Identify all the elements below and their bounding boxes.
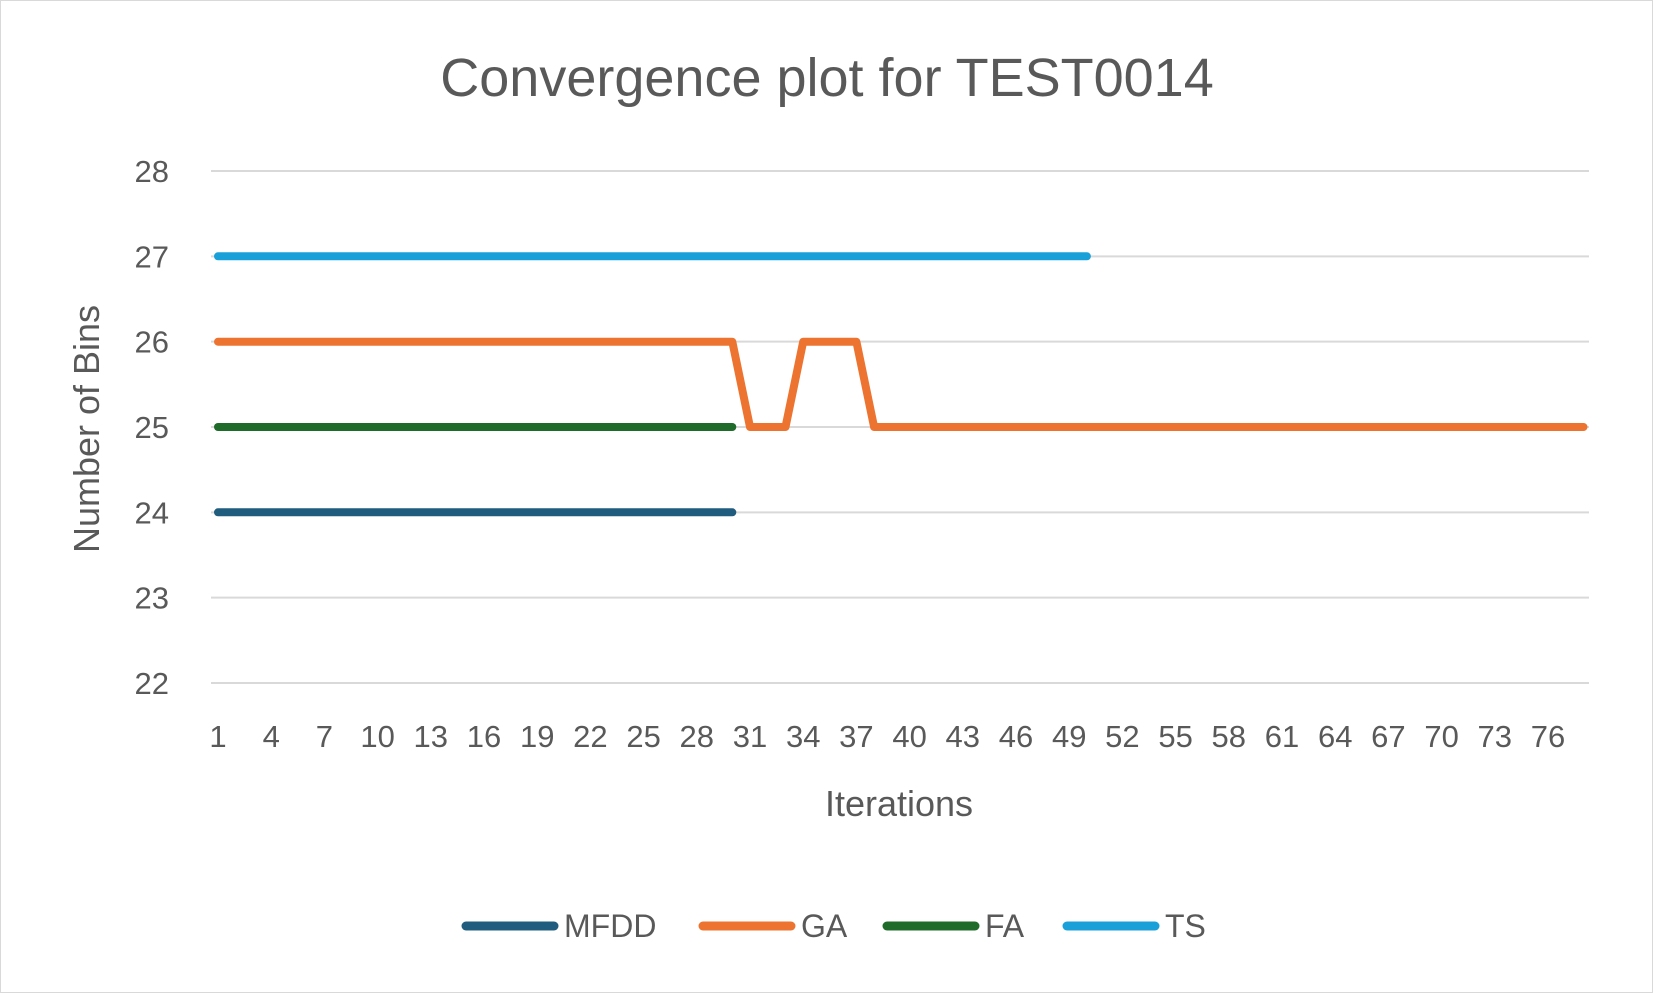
x-tick-label: 10 <box>360 719 394 754</box>
y-tick-labels: 22 23 24 25 26 27 28 <box>135 154 169 701</box>
x-tick-label: 37 <box>839 719 873 754</box>
x-tick-label: 46 <box>999 719 1033 754</box>
x-axis-label: Iterations <box>825 783 973 824</box>
x-tick-label: 19 <box>520 719 554 754</box>
x-tick-label: 28 <box>680 719 714 754</box>
x-tick-label: 64 <box>1318 719 1352 754</box>
legend: MFDD GA FA TS <box>461 908 1206 944</box>
y-tick-label: 24 <box>135 495 169 530</box>
x-tick-label: 55 <box>1158 719 1192 754</box>
legend-label-ga: GA <box>801 908 848 944</box>
y-tick-label: 26 <box>135 325 169 360</box>
y-tick-label: 27 <box>135 239 169 274</box>
series-lines <box>214 252 1588 517</box>
x-tick-label: 1 <box>209 719 226 754</box>
series-line-ga <box>214 337 1588 431</box>
x-tick-label: 73 <box>1478 719 1512 754</box>
x-tick-label: 61 <box>1265 719 1299 754</box>
x-tick-label: 49 <box>1052 719 1086 754</box>
legend-label-ts: TS <box>1165 908 1206 944</box>
x-tick-label: 22 <box>573 719 607 754</box>
x-tick-label: 52 <box>1105 719 1139 754</box>
x-tick-label: 13 <box>414 719 448 754</box>
x-tick-label: 34 <box>786 719 820 754</box>
chart-title: Convergence plot for TEST0014 <box>440 48 1213 108</box>
y-tick-label: 22 <box>135 666 169 701</box>
x-tick-label: 16 <box>467 719 501 754</box>
x-tick-label: 4 <box>263 719 280 754</box>
x-tick-label: 58 <box>1212 719 1246 754</box>
x-tick-label: 70 <box>1424 719 1458 754</box>
x-tick-label: 67 <box>1371 719 1405 754</box>
y-tick-label: 23 <box>135 581 169 616</box>
legend-label-fa: FA <box>985 908 1025 944</box>
legend-label-mfdd: MFDD <box>564 908 656 944</box>
x-tick-labels: 1 4 7 10 13 16 19 22 25 28 31 34 37 40 43 46 49 52 55 58 61 6… <box>209 719 1565 754</box>
x-tick-label: 31 <box>733 719 767 754</box>
x-tick-label: 25 <box>626 719 660 754</box>
x-tick-label: 76 <box>1531 719 1565 754</box>
x-tick-label: 7 <box>316 719 333 754</box>
y-tick-label: 25 <box>135 410 169 445</box>
x-tick-label: 40 <box>892 719 926 754</box>
y-tick-label: 28 <box>135 154 169 189</box>
x-tick-label: 43 <box>946 719 980 754</box>
y-axis-label: Number of Bins <box>66 305 107 553</box>
